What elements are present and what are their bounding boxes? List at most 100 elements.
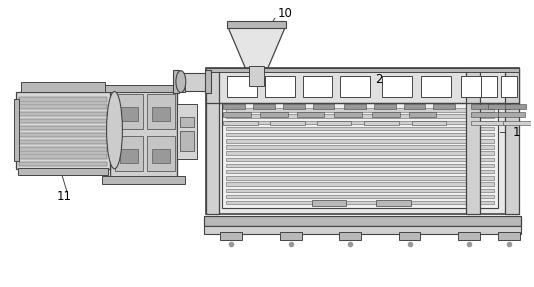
Bar xyxy=(223,121,258,125)
Bar xyxy=(461,76,491,98)
Bar xyxy=(227,21,286,28)
Bar xyxy=(206,68,219,214)
Bar xyxy=(19,168,107,175)
Bar xyxy=(498,232,520,240)
Bar xyxy=(226,133,494,136)
Bar xyxy=(180,131,194,151)
Bar xyxy=(19,140,107,144)
Text: 2: 2 xyxy=(375,73,383,86)
Bar xyxy=(17,92,109,169)
Bar xyxy=(19,119,107,123)
Bar xyxy=(226,108,494,112)
Bar xyxy=(19,147,107,152)
Bar xyxy=(344,104,366,109)
Bar xyxy=(434,104,455,109)
Bar xyxy=(505,104,527,109)
Bar xyxy=(19,126,107,130)
Bar xyxy=(21,82,105,92)
Bar xyxy=(121,149,138,163)
Bar xyxy=(260,112,288,117)
Bar xyxy=(312,104,334,109)
Bar xyxy=(152,107,170,121)
Bar xyxy=(372,112,400,117)
Text: 10: 10 xyxy=(277,7,292,20)
Bar xyxy=(101,176,185,184)
Bar xyxy=(19,97,107,102)
Bar xyxy=(399,232,420,240)
Bar xyxy=(101,85,185,92)
Bar xyxy=(498,112,525,117)
Bar xyxy=(203,216,521,226)
Bar xyxy=(226,170,494,173)
Bar xyxy=(180,117,194,127)
Bar xyxy=(205,70,210,94)
Bar xyxy=(221,232,242,240)
Text: 1: 1 xyxy=(513,126,520,139)
Bar xyxy=(121,107,138,121)
Bar xyxy=(471,121,506,125)
Bar xyxy=(376,200,411,206)
Text: 11: 11 xyxy=(57,190,72,203)
Bar xyxy=(19,154,107,159)
Bar xyxy=(317,121,351,125)
Bar xyxy=(374,104,396,109)
Bar xyxy=(404,104,426,109)
Bar xyxy=(502,121,534,125)
Bar xyxy=(115,94,143,129)
Bar xyxy=(226,176,494,180)
Bar xyxy=(109,90,177,179)
Polygon shape xyxy=(229,28,285,68)
Bar xyxy=(152,149,170,163)
Bar xyxy=(253,104,275,109)
Bar xyxy=(14,99,19,161)
Bar xyxy=(412,121,446,125)
Bar xyxy=(223,101,498,208)
Bar xyxy=(177,104,197,159)
Bar xyxy=(466,68,480,214)
Bar xyxy=(364,121,399,125)
Bar xyxy=(227,76,257,98)
Bar xyxy=(226,121,494,124)
Bar xyxy=(339,232,361,240)
Bar xyxy=(115,136,143,171)
Bar xyxy=(147,94,175,129)
Bar xyxy=(206,68,519,72)
Bar xyxy=(481,76,497,98)
Bar xyxy=(265,76,295,98)
Bar xyxy=(226,127,494,130)
Bar xyxy=(280,232,302,240)
Bar xyxy=(147,136,175,171)
Bar xyxy=(340,76,370,98)
Ellipse shape xyxy=(107,92,122,169)
Bar xyxy=(226,145,494,149)
Bar xyxy=(203,226,521,234)
Bar xyxy=(249,66,264,86)
Bar xyxy=(226,158,494,161)
Bar xyxy=(311,200,346,206)
Bar xyxy=(226,114,494,118)
Bar xyxy=(173,70,179,94)
Bar xyxy=(297,112,325,117)
Bar xyxy=(471,104,493,109)
Bar xyxy=(488,104,509,109)
Bar xyxy=(226,183,494,186)
Bar xyxy=(223,112,251,117)
Bar xyxy=(382,76,412,98)
Bar xyxy=(19,162,107,166)
Bar xyxy=(19,133,107,137)
Bar xyxy=(206,68,519,214)
Bar xyxy=(226,201,494,204)
Bar xyxy=(226,139,494,143)
Bar xyxy=(409,112,436,117)
Bar xyxy=(226,164,494,167)
Bar xyxy=(505,68,519,214)
Bar xyxy=(270,121,304,125)
Bar xyxy=(471,112,499,117)
Bar xyxy=(206,68,519,103)
Bar xyxy=(334,112,362,117)
Bar xyxy=(458,232,480,240)
Bar xyxy=(176,73,208,90)
Bar xyxy=(283,104,304,109)
Bar xyxy=(223,104,245,109)
Bar xyxy=(19,104,107,109)
